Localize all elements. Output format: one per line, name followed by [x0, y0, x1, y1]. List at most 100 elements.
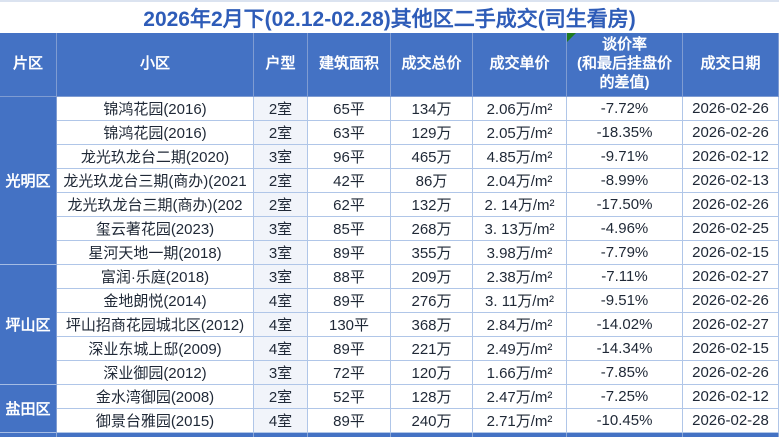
table-cell: 221万	[391, 337, 473, 361]
table-cell: 御景台雅园(2015)	[57, 409, 254, 433]
table-cell: -14.34%	[567, 337, 683, 361]
table-cell: 52平	[308, 385, 391, 409]
table-cell: -10.45%	[567, 409, 683, 433]
table-cell: 3. 11万/m²	[473, 289, 567, 313]
table-cell: 3. 13万/m²	[473, 217, 567, 241]
header-cell-8: 成交日期	[683, 33, 779, 97]
table-cell: -4.96%	[567, 217, 683, 241]
table-cell: 2.38万/m²	[473, 265, 567, 289]
table-cell: 龙光玖龙台三期(商办)(2021	[57, 169, 254, 193]
table-cell: 2026-02-26	[683, 121, 779, 145]
table-cell: 星河天地一期(2018)	[57, 241, 254, 265]
table-cell: 65平	[308, 97, 391, 121]
clipped-cell	[57, 433, 254, 437]
table-cell: 89平	[308, 289, 391, 313]
table-cell: 2.71万/m²	[473, 409, 567, 433]
table-cell: -9.51%	[567, 289, 683, 313]
table-cell: 锦鸿花园(2016)	[57, 97, 254, 121]
table-cell: 龙光玖龙台二期(2020)	[57, 145, 254, 169]
table-cell: 2026-02-27	[683, 313, 779, 337]
table-cell: 2026-02-27	[683, 265, 779, 289]
header-cell-5: 成交总价	[391, 33, 473, 97]
table-cell: 3室	[254, 145, 308, 169]
table-cell: 3室	[254, 217, 308, 241]
table-cell: 85平	[308, 217, 391, 241]
table-cell: -7.79%	[567, 241, 683, 265]
table-cell: -7.25%	[567, 385, 683, 409]
table-cell: 3室	[254, 241, 308, 265]
table-cell: 120万	[391, 361, 473, 385]
clipped-cell	[391, 433, 473, 437]
table-cell: 坪山招商花园城北区(2012)	[57, 313, 254, 337]
table-cell: 3室	[254, 265, 308, 289]
table-cell: 2026-02-28	[683, 409, 779, 433]
header-cell-4: 建筑面积	[308, 33, 391, 97]
table-cell: -18.35%	[567, 121, 683, 145]
table-cell: 2室	[254, 385, 308, 409]
header-cell-1: 片区	[0, 33, 57, 97]
table-cell: 玺云著花园(2023)	[57, 217, 254, 241]
table-cell: 88平	[308, 265, 391, 289]
table-cell: 2026-02-13	[683, 169, 779, 193]
table-cell: 锦鸿花园(2016)	[57, 121, 254, 145]
table-cell: -14.02%	[567, 313, 683, 337]
region-cell-盐田区: 盐田区	[0, 385, 57, 433]
table-cell: 89平	[308, 337, 391, 361]
table-cell: 128万	[391, 385, 473, 409]
table-cell: 96平	[308, 145, 391, 169]
table-cell: 86万	[391, 169, 473, 193]
table-cell: 2026-02-12	[683, 145, 779, 169]
table-cell: 2026-02-26	[683, 361, 779, 385]
table-cell: 3.98万/m²	[473, 241, 567, 265]
table-cell: 355万	[391, 241, 473, 265]
table-cell: 209万	[391, 265, 473, 289]
table-cell: 4室	[254, 409, 308, 433]
header-cell-2: 小区	[57, 33, 254, 97]
table-cell: 深业御园(2012)	[57, 361, 254, 385]
transactions-table: 片区 小区 户型 建筑面积 成交总价 成交单价 谈价率 (和最后挂盘价 的差值) 成交日期 光明…	[0, 33, 779, 433]
table-cell: 368万	[391, 313, 473, 337]
table-cell: 134万	[391, 97, 473, 121]
page-title: 2026年2月下(02.12-02.28)其他区二手成交(司生看房)	[0, 2, 779, 33]
table-cell: 2026-02-15	[683, 241, 779, 265]
table-cell: 2.84万/m²	[473, 313, 567, 337]
table-cell: 4.85万/m²	[473, 145, 567, 169]
header-cell-3: 户型	[254, 33, 308, 97]
clipped-cell	[683, 433, 779, 437]
table-cell: 268万	[391, 217, 473, 241]
clipped-cell	[473, 433, 567, 437]
table-cell: 2026-02-26	[683, 193, 779, 217]
clipped-cell	[567, 433, 683, 437]
clipped-cell	[0, 433, 57, 437]
table-cell: 2026-02-15	[683, 337, 779, 361]
table-cell: 2.47万/m²	[473, 385, 567, 409]
table-cell: 龙光玖龙台三期(商办)(202	[57, 193, 254, 217]
table-cell: 89平	[308, 409, 391, 433]
table-cell: 3室	[254, 361, 308, 385]
table-cell: 276万	[391, 289, 473, 313]
clipped-cell	[308, 433, 391, 437]
region-cell-光明区: 光明区	[0, 97, 57, 265]
table-cell: -7.72%	[567, 97, 683, 121]
table-cell: 4室	[254, 313, 308, 337]
region-cell-坪山区: 坪山区	[0, 265, 57, 385]
header-cell-7: 谈价率 (和最后挂盘价 的差值)	[567, 33, 683, 97]
clipped-next-row	[0, 433, 779, 437]
clipped-cell	[254, 433, 308, 437]
table-cell: 1.66万/m²	[473, 361, 567, 385]
table-cell: 2026-02-25	[683, 217, 779, 241]
table-cell: -8.99%	[567, 169, 683, 193]
table-cell: 4室	[254, 337, 308, 361]
table-cell: 2. 14万/m²	[473, 193, 567, 217]
table-cell: 2室	[254, 121, 308, 145]
table-cell: -7.11%	[567, 265, 683, 289]
table-cell: 240万	[391, 409, 473, 433]
table-cell: 2室	[254, 193, 308, 217]
table-cell: 2室	[254, 97, 308, 121]
table-cell: 富润·乐庭(2018)	[57, 265, 254, 289]
green-corner-flag-icon	[567, 33, 576, 42]
table-cell: 465万	[391, 145, 473, 169]
table-cell: 72平	[308, 361, 391, 385]
table-cell: -9.71%	[567, 145, 683, 169]
